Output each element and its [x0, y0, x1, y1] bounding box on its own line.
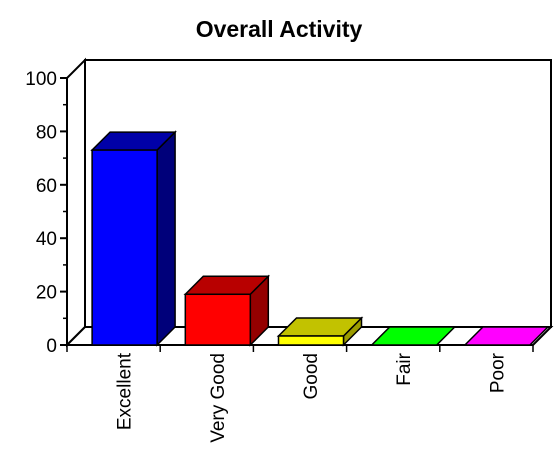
side-wall [66, 57, 86, 348]
y-tick-label: 20 [36, 283, 57, 304]
y-axis-ticks: 0 20 40 60 80 100 [25, 69, 67, 357]
x-label-poor: Poor [487, 352, 508, 393]
bar-good [276, 316, 364, 347]
bar-excellent [90, 130, 177, 347]
chart-title: Overall Activity [196, 16, 363, 42]
bar-fair [369, 326, 457, 346]
x-axis-labels: Excellent Very Good Good Fair Poor [66, 345, 534, 443]
x-label-excellent: Excellent [115, 352, 136, 430]
bar-very-good [183, 274, 271, 347]
bar-floor [463, 326, 550, 346]
y-tick-label: 100 [25, 69, 57, 90]
x-label-fair: Fair [394, 352, 415, 385]
y-tick-label: 0 [46, 336, 57, 357]
bar-poor [463, 326, 550, 346]
bar-front [91, 149, 158, 346]
bars [90, 130, 550, 347]
y-tick-label: 40 [36, 229, 57, 250]
bar-front [277, 335, 345, 346]
bar-front [184, 293, 252, 346]
x-label-good: Good [301, 353, 322, 399]
y-tick-label: 80 [36, 122, 57, 143]
x-label-very-good: Very Good [208, 353, 229, 443]
y-tick-label: 60 [36, 176, 57, 197]
bar-floor [369, 326, 457, 346]
bar-side [156, 130, 176, 347]
